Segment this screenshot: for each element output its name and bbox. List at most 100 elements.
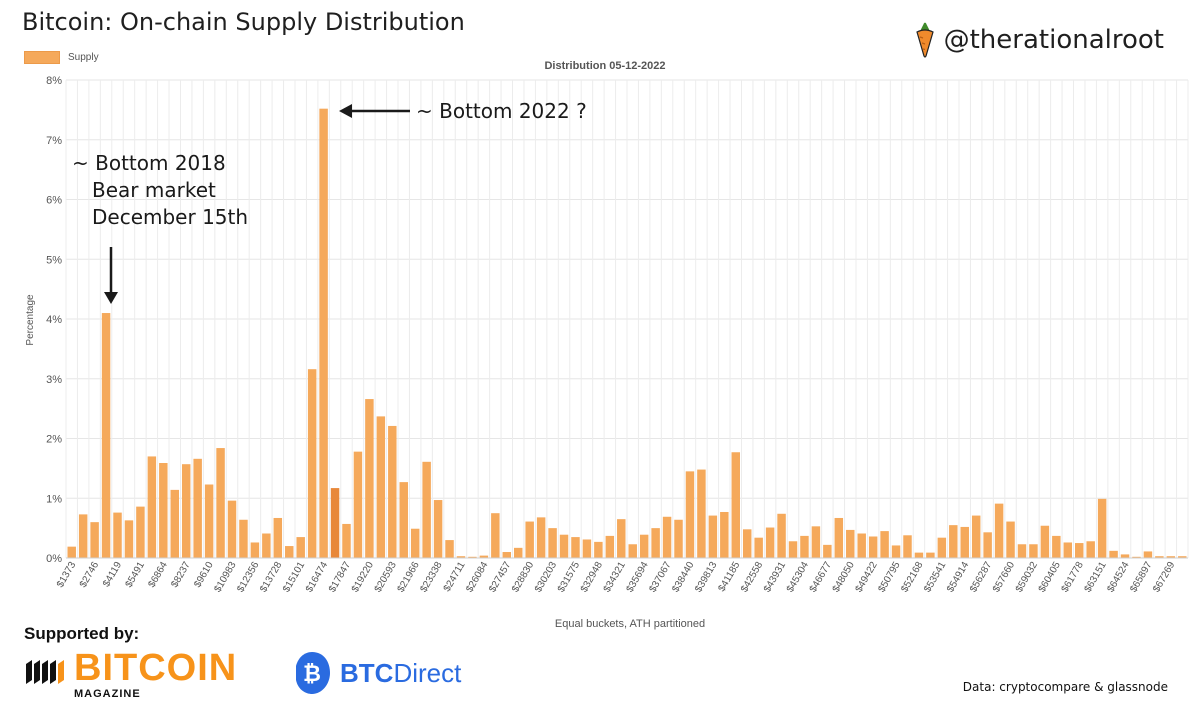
bar[interactable] [754,537,763,558]
bar[interactable] [273,517,283,558]
bar[interactable] [880,531,889,558]
bar[interactable] [1120,554,1130,558]
bar[interactable] [422,461,431,558]
bar[interactable] [147,456,157,558]
bar[interactable] [502,552,512,558]
bar[interactable] [811,526,821,558]
bar[interactable] [765,527,775,558]
bar[interactable] [1166,556,1176,558]
bar[interactable] [800,535,809,558]
bar[interactable] [639,534,649,558]
bar[interactable] [101,313,111,558]
bar[interactable] [468,556,477,558]
bar[interactable] [124,520,134,558]
bar[interactable] [296,537,305,558]
bar[interactable] [433,500,443,558]
y-tick-label: 1% [46,493,62,505]
bar[interactable] [193,458,202,558]
bar[interactable] [227,500,237,558]
bar[interactable] [651,528,660,559]
bar[interactable] [536,517,546,558]
bar[interactable] [525,521,534,558]
bar[interactable] [674,519,683,558]
bar[interactable] [113,512,122,558]
bar[interactable] [353,451,363,558]
bar[interactable] [742,529,752,558]
bar[interactable] [960,526,969,558]
bar[interactable] [788,541,798,558]
bar[interactable] [1063,542,1073,558]
bar[interactable] [697,469,706,558]
bar[interactable] [1052,535,1061,558]
bar[interactable] [262,533,271,559]
bar[interactable] [571,537,580,558]
bar[interactable] [582,539,592,558]
bar[interactable] [720,511,729,558]
bar[interactable] [1132,556,1141,558]
bar[interactable] [307,369,317,558]
bar[interactable] [376,416,386,558]
bar[interactable] [1075,543,1084,558]
bar[interactable] [971,515,981,558]
bar[interactable] [662,516,672,558]
bar[interactable] [903,535,912,558]
bar[interactable] [1097,498,1107,558]
bar[interactable] [891,545,901,558]
bar[interactable] [67,546,76,558]
bar[interactable] [181,464,191,558]
bar[interactable] [365,399,374,558]
bar[interactable] [388,425,397,558]
bar[interactable] [617,519,626,558]
bar[interactable] [170,489,179,558]
bar[interactable] [159,463,168,558]
bar[interactable] [1029,544,1038,558]
bar[interactable] [708,515,718,558]
bar[interactable] [1155,556,1164,558]
bar[interactable] [1040,525,1050,558]
bar[interactable] [1017,544,1027,558]
bar[interactable] [78,514,88,558]
bar[interactable] [926,552,935,558]
bar[interactable] [868,536,878,558]
bar[interactable] [1086,541,1095,558]
bar[interactable] [204,484,214,558]
bar[interactable] [846,529,855,558]
bar[interactable] [410,528,420,558]
bar[interactable] [330,488,340,558]
bar[interactable] [685,471,695,558]
bar[interactable] [491,513,500,558]
bar[interactable] [731,452,740,558]
bar[interactable] [399,482,408,558]
bar[interactable] [1178,556,1187,558]
bar[interactable] [1143,551,1153,558]
bar[interactable] [937,537,947,558]
bar[interactable] [823,544,832,558]
bar[interactable] [777,513,786,558]
bar[interactable] [994,503,1004,558]
chart-legend[interactable]: Supply [24,51,99,64]
bar[interactable] [285,546,294,558]
bar[interactable] [559,534,569,558]
bar[interactable] [136,506,145,558]
bar[interactable] [216,448,225,558]
bar[interactable] [479,555,489,558]
bar[interactable] [456,556,466,558]
bar[interactable] [250,542,260,558]
bar[interactable] [90,522,99,558]
bar[interactable] [548,528,557,559]
bar[interactable] [983,532,992,558]
bar[interactable] [445,540,454,558]
bar[interactable] [514,547,523,558]
bar[interactable] [239,519,248,558]
bar[interactable] [1006,521,1015,558]
bar[interactable] [949,525,958,558]
bar[interactable] [319,108,328,559]
bar[interactable] [342,523,351,558]
bar[interactable] [1109,550,1118,558]
bar[interactable] [914,552,924,558]
bar[interactable] [857,533,866,559]
bar[interactable] [605,535,615,558]
bar[interactable] [628,544,637,558]
bar[interactable] [834,517,844,558]
bar[interactable] [594,541,603,558]
